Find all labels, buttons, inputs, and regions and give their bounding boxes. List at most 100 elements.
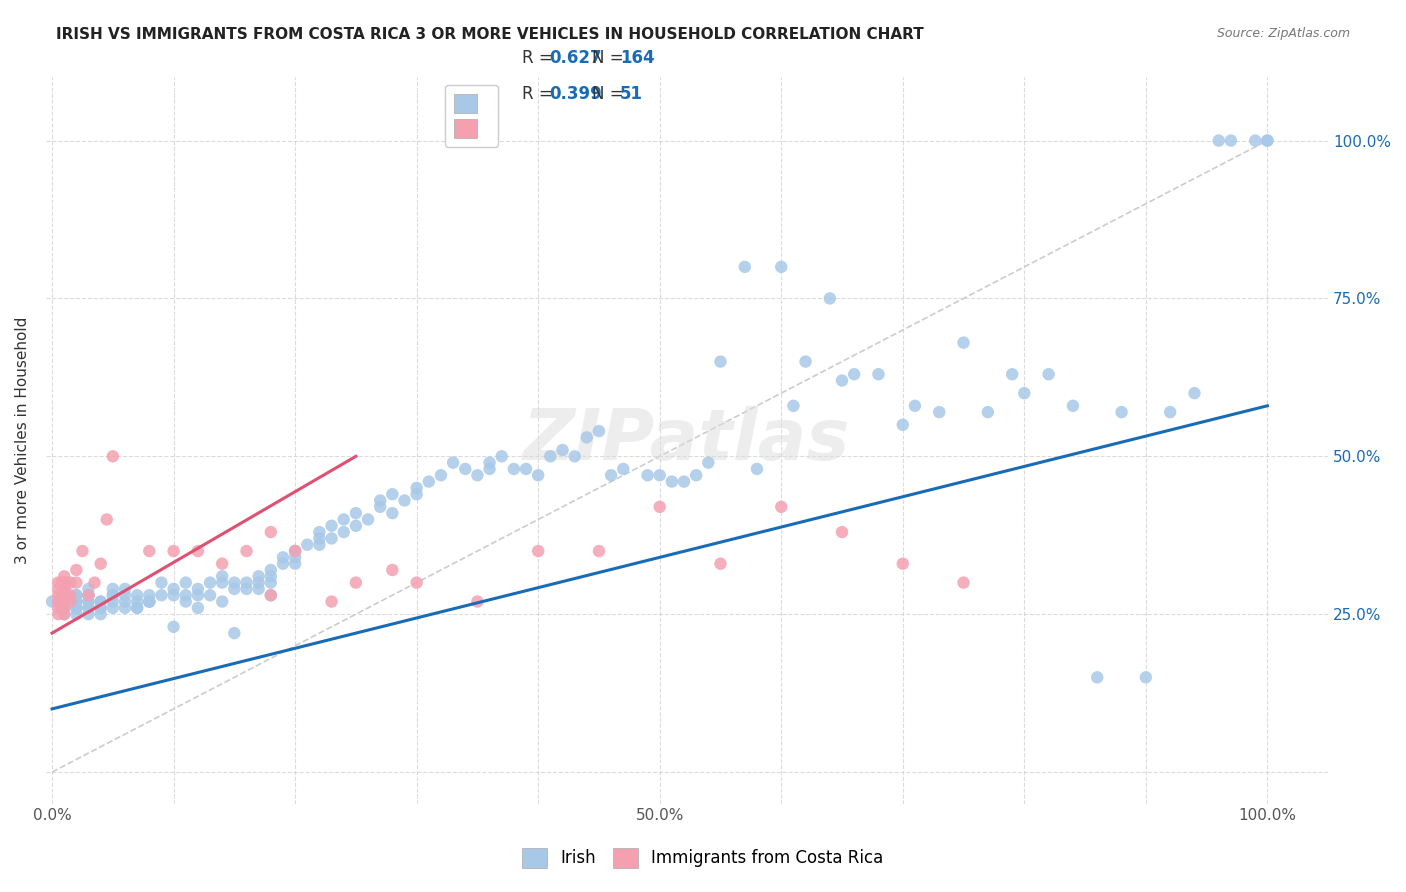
Point [51,600,73,615]
Point [224,575,246,590]
Point [381,506,404,520]
Point [162,544,184,558]
Legend: , : , [444,85,498,147]
Point [59,575,82,590]
Point [90,600,112,615]
Point [794,354,817,368]
Point [697,456,720,470]
Point [247,582,270,596]
Point [53,594,76,608]
Point [51,575,73,590]
Point [51,588,73,602]
Point [211,569,233,583]
Point [588,544,610,558]
Point [515,462,537,476]
Point [527,544,550,558]
Point [65,594,87,608]
Point [551,442,574,457]
Point [368,500,391,514]
Point [55,588,77,602]
Point [53,594,76,608]
Point [65,575,87,590]
Point [831,525,853,540]
Point [198,588,221,602]
Point [770,260,793,274]
Point [77,594,100,608]
Point [831,374,853,388]
Point [381,487,404,501]
Point [1256,134,1278,148]
Point [381,563,404,577]
Point [478,456,501,470]
Point [770,500,793,514]
Point [321,518,343,533]
Point [612,462,634,476]
Point [321,594,343,608]
Point [344,518,367,533]
Point [782,399,804,413]
Legend: Irish, Immigrants from Costa Rica: Irish, Immigrants from Costa Rica [516,841,890,875]
Point [224,582,246,596]
Point [709,354,731,368]
Point [271,557,294,571]
Point [247,575,270,590]
Point [114,588,136,602]
Point [211,594,233,608]
Point [65,607,87,622]
Point [174,588,197,602]
Point [77,588,100,602]
Point [162,588,184,602]
Point [1208,134,1230,148]
Point [150,588,173,602]
Point [53,588,76,602]
Point [65,588,87,602]
Point [405,487,427,501]
Point [187,582,209,596]
Point [818,292,841,306]
Point [648,468,671,483]
Point [138,594,160,608]
Point [77,588,100,602]
Point [127,594,149,608]
Point [59,588,82,602]
Point [247,569,270,583]
Point [332,525,354,540]
Point [1159,405,1181,419]
Point [101,588,124,602]
Point [368,493,391,508]
Point [90,594,112,608]
Point [308,525,330,540]
Point [211,575,233,590]
Point [284,544,307,558]
Point [46,600,69,615]
Point [332,512,354,526]
Point [77,588,100,602]
Point [53,588,76,602]
Point [53,607,76,622]
Point [162,582,184,596]
Point [952,575,974,590]
Point [187,544,209,558]
Text: 51: 51 [620,85,643,103]
Point [235,582,257,596]
Point [491,450,513,464]
Point [77,600,100,615]
Point [55,575,77,590]
Point [260,563,283,577]
Text: IRISH VS IMMIGRANTS FROM COSTA RICA 3 OR MORE VEHICLES IN HOUSEHOLD CORRELATION : IRISH VS IMMIGRANTS FROM COSTA RICA 3 OR… [56,27,924,42]
Point [53,569,76,583]
Point [405,481,427,495]
Point [77,588,100,602]
Point [928,405,950,419]
Point [284,557,307,571]
Point [46,594,69,608]
Point [564,450,586,464]
Point [127,600,149,615]
Point [53,575,76,590]
Point [588,424,610,438]
Point [114,600,136,615]
Text: R =: R = [522,49,558,67]
Point [467,594,489,608]
Point [114,582,136,596]
Point [53,582,76,596]
